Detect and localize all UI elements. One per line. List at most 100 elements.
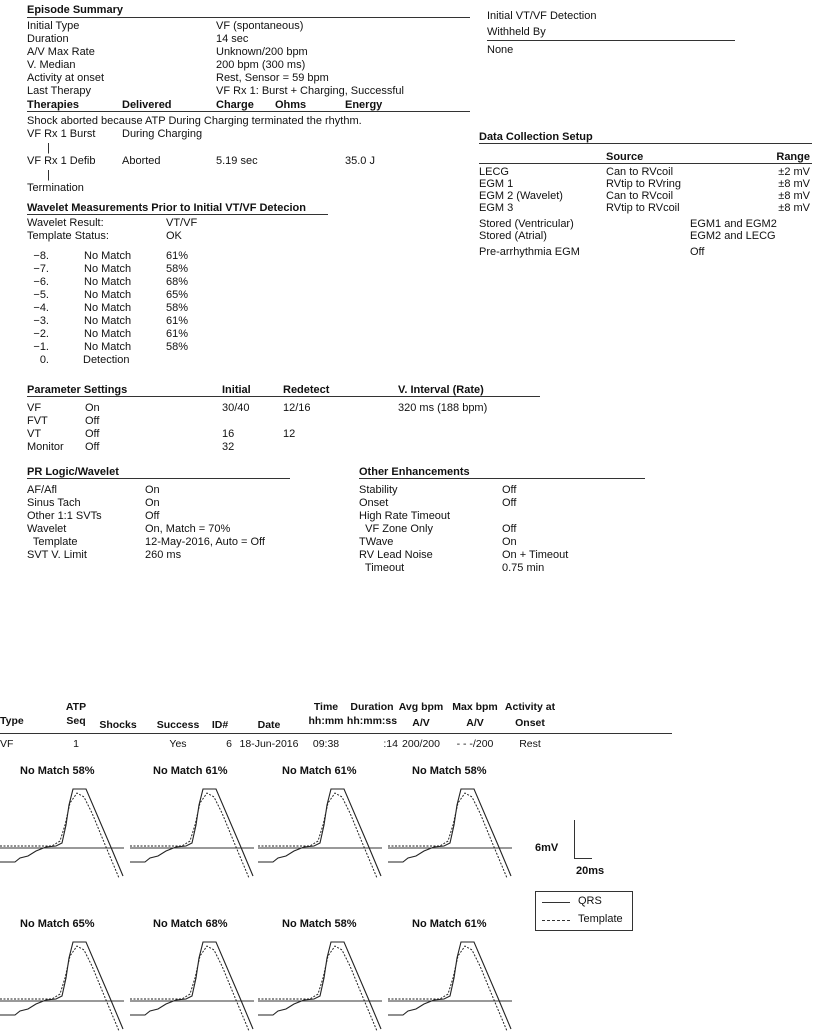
template-trace bbox=[0, 792, 120, 879]
summary-label: Activity at onset bbox=[27, 72, 105, 84]
table-cell: - - -/200 bbox=[456, 738, 494, 750]
parameter-cell: Monitor bbox=[27, 441, 64, 453]
enhancement-label: Timeout bbox=[359, 562, 405, 574]
table-cell: 1 bbox=[73, 738, 79, 750]
pr-logic-value: On bbox=[145, 497, 160, 509]
table-header-line1: Avg bpm bbox=[398, 701, 444, 713]
pr-logic-label: SVT V. Limit bbox=[27, 549, 87, 561]
summary-value: 14 sec bbox=[216, 33, 249, 45]
connector-line: | bbox=[47, 142, 50, 154]
parameter-cell: Off bbox=[85, 415, 100, 427]
qrs-trace bbox=[130, 788, 254, 877]
table-cell: 200/200 bbox=[402, 738, 440, 750]
template-status-label: Template Status: bbox=[27, 230, 109, 242]
beat-index: −1. bbox=[33, 341, 49, 353]
beat-match: No Match bbox=[84, 315, 132, 327]
parameter-cell: 12/16 bbox=[283, 402, 311, 414]
wavelet-result-label: Wavelet Result: bbox=[27, 217, 104, 229]
scale-ms-label: 20ms bbox=[576, 865, 605, 877]
channel-range: ±8 mV bbox=[778, 178, 810, 190]
match-label: No Match 65% bbox=[20, 918, 95, 930]
table-header: Shocks bbox=[99, 719, 137, 731]
table-header: ID# bbox=[211, 719, 229, 731]
parameter-cell: Off bbox=[85, 428, 100, 440]
channel-name: EGM 3 bbox=[479, 202, 514, 214]
divider bbox=[479, 163, 812, 164]
pr-logic-value: 12-May-2016, Auto = Off bbox=[145, 536, 265, 548]
therapies-header: Energy bbox=[345, 99, 383, 111]
pre-arrhythmia-label: Pre-arrhythmia EGM bbox=[479, 246, 580, 258]
table-cell: :14 bbox=[383, 738, 398, 750]
pr-logic-value: 260 ms bbox=[145, 549, 182, 561]
wavelet-result-value: VT/VF bbox=[166, 217, 198, 229]
enhancement-value: 0.75 min bbox=[502, 562, 545, 574]
table-header: A/V bbox=[466, 717, 484, 729]
table-cell: 6 bbox=[226, 738, 232, 750]
detection-title: Initial VT/VF Detection bbox=[487, 10, 597, 22]
scale-bar-horizontal bbox=[574, 858, 592, 859]
beat-percent: 58% bbox=[166, 341, 189, 353]
other-enhancements-title: Other Enhancements bbox=[359, 466, 470, 478]
enhancement-label: High Rate Timeout bbox=[359, 510, 451, 522]
summary-label: A/V Max Rate bbox=[27, 46, 95, 58]
qrs-trace bbox=[258, 941, 382, 1030]
therapies-note: Shock aborted because ATP During Chargin… bbox=[27, 115, 362, 127]
therapies-header: Charge bbox=[216, 99, 254, 111]
match-label: No Match 61% bbox=[153, 765, 228, 777]
beat-index: −6. bbox=[33, 276, 49, 288]
pr-logic-value: On, Match = 70% bbox=[145, 523, 231, 535]
qrs-waveform bbox=[0, 788, 124, 879]
beat-index: −3. bbox=[33, 315, 49, 327]
channel-range: ±8 mV bbox=[778, 202, 810, 214]
therapies-header: Therapies bbox=[27, 99, 79, 111]
source-header: Source bbox=[606, 151, 644, 163]
scale-bar-vertical bbox=[574, 820, 575, 858]
table-header: A/V bbox=[412, 717, 430, 729]
pr-logic-title: PR Logic/Wavelet bbox=[27, 466, 119, 478]
qrs-trace bbox=[0, 788, 124, 877]
enhancement-value: On bbox=[502, 536, 517, 548]
therapy-termination: Termination bbox=[27, 182, 84, 194]
summary-value: VF Rx 1: Burst + Charging, Successful bbox=[216, 85, 404, 97]
pr-logic-label: AF/Afl bbox=[27, 484, 57, 496]
pr-logic-label: Sinus Tach bbox=[27, 497, 81, 509]
summary-value: Unknown/200 bpm bbox=[216, 46, 308, 58]
beat-percent: 65% bbox=[166, 289, 189, 301]
table-header: Seq bbox=[66, 715, 86, 727]
table-cell: Rest bbox=[519, 738, 541, 750]
therapy-cell: 5.19 sec bbox=[216, 155, 258, 167]
summary-value: Rest, Sensor = 59 bpm bbox=[216, 72, 329, 84]
pr-logic-label: Template bbox=[27, 536, 78, 548]
wavelet-title: Wavelet Measurements Prior to Initial VT… bbox=[27, 202, 306, 214]
parameter-cell: 16 bbox=[222, 428, 235, 440]
beat-percent: 61% bbox=[166, 328, 189, 340]
episode-summary-title: Episode Summary bbox=[27, 4, 123, 16]
summary-label: V. Median bbox=[27, 59, 76, 71]
parameter-header: Redetect bbox=[283, 384, 330, 396]
waveform-legend: QRS Template bbox=[535, 891, 633, 931]
qrs-waveform bbox=[258, 788, 382, 879]
beat-percent: 61% bbox=[166, 250, 189, 262]
withheld-by-label: Withheld By bbox=[487, 26, 546, 38]
beat-match: No Match bbox=[84, 250, 132, 262]
match-label: No Match 61% bbox=[282, 765, 357, 777]
beat-percent: 61% bbox=[166, 315, 189, 327]
stored-name: Stored (Atrial) bbox=[479, 230, 547, 242]
table-header: hh:mm:ss bbox=[346, 715, 398, 727]
parameter-cell: VF bbox=[27, 402, 42, 414]
stored-value: EGM2 and LECG bbox=[690, 230, 776, 242]
summary-value: 200 bpm (300 ms) bbox=[216, 59, 306, 71]
enhancement-value: Off bbox=[502, 523, 517, 535]
enhancement-value: Off bbox=[502, 497, 517, 509]
qrs-waveform bbox=[388, 788, 512, 879]
beat-match: Detection bbox=[83, 354, 130, 366]
qrs-trace bbox=[388, 941, 512, 1030]
channel-source: RVtip to RVring bbox=[606, 178, 682, 190]
table-cell: Yes bbox=[169, 738, 187, 750]
qrs-waveform bbox=[258, 941, 382, 1032]
table-header: Success bbox=[156, 719, 200, 731]
summary-label: Last Therapy bbox=[27, 85, 92, 97]
template-trace bbox=[258, 792, 378, 879]
enhancement-value: On + Timeout bbox=[502, 549, 569, 561]
table-divider bbox=[0, 733, 672, 734]
